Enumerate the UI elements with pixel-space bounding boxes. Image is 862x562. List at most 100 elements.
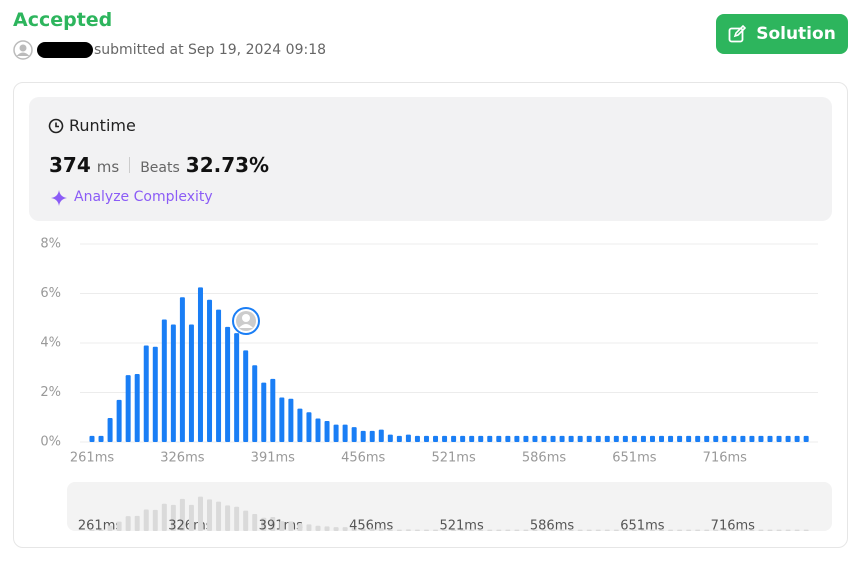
overview-bar [442, 529, 448, 531]
overview-bar [98, 529, 104, 531]
x-tick-label: 716ms [703, 451, 747, 466]
overview-bar [640, 529, 646, 531]
overview-bar [116, 521, 122, 531]
overview-bar [668, 529, 674, 531]
overview-bar [387, 529, 393, 531]
bar [595, 435, 601, 442]
bar [514, 435, 520, 442]
overview-bar [143, 509, 149, 531]
y-tick-label: 2% [40, 385, 61, 400]
overview-bar [179, 498, 185, 531]
overview-bar [794, 529, 800, 531]
overview-bar [550, 529, 556, 531]
runtime-unit: ms [96, 158, 120, 176]
bar [631, 435, 637, 442]
bar [188, 324, 194, 442]
overview-bar [369, 528, 375, 531]
overview-bar [577, 529, 583, 531]
bar [333, 424, 339, 442]
overview-bar [225, 505, 231, 531]
overview-bar [776, 529, 782, 531]
bar [89, 435, 95, 442]
bar [98, 435, 104, 442]
bar [161, 319, 167, 442]
overview-bar [423, 529, 429, 531]
y-tick-label: 4% [40, 336, 61, 351]
overview-bar [170, 504, 176, 531]
bar [442, 435, 448, 442]
solution-button[interactable]: Solution [716, 14, 848, 54]
bar [568, 435, 574, 442]
overview-bar [107, 525, 113, 531]
submitted: submitted at Sep 19, 2024 09:18 [94, 42, 327, 58]
analyze-link[interactable]: Analyze Complexity [74, 189, 213, 205]
runtime-label: Runtime [69, 116, 136, 135]
overview-bar [270, 516, 276, 531]
overview-bar [604, 529, 610, 531]
bar [197, 287, 203, 442]
bar [342, 424, 348, 442]
bar [234, 333, 240, 442]
bar [559, 435, 565, 442]
bar [387, 434, 393, 442]
overview-bar [89, 529, 95, 531]
bar [216, 309, 222, 442]
bar [803, 435, 809, 442]
bar [749, 435, 755, 442]
overview-bar [451, 529, 457, 531]
result-card [13, 82, 848, 548]
bar [252, 365, 258, 442]
bar [360, 430, 366, 442]
overview-bar [333, 527, 339, 531]
overview-bar [207, 499, 213, 531]
overview-bar [631, 529, 637, 531]
bar [369, 430, 375, 442]
overview-bar [785, 529, 791, 531]
bar [677, 435, 683, 442]
runtime-box [29, 97, 832, 221]
overview-bar [360, 528, 366, 531]
overview-bar [351, 527, 357, 531]
bar [622, 435, 628, 442]
user [13, 40, 93, 60]
bar [306, 412, 312, 442]
overview-bar [803, 529, 809, 531]
overview-bar [622, 529, 628, 531]
bar [143, 345, 149, 442]
overview-bar [595, 529, 601, 531]
bar [414, 435, 420, 442]
overview-bar [686, 529, 692, 531]
bar [487, 435, 493, 442]
bar [505, 435, 511, 442]
bar [469, 435, 475, 442]
bar [785, 435, 791, 442]
overview-bar [523, 529, 529, 531]
overview-bar [261, 517, 267, 531]
x-tick-label: 651ms [612, 451, 656, 466]
bar [378, 429, 384, 442]
overview-bar [279, 521, 285, 531]
x-tick-label: 391ms [251, 451, 295, 466]
overview-bar [414, 529, 420, 531]
beats-label: Beats [140, 160, 180, 176]
overview-bar [216, 501, 222, 531]
status: Accepted [13, 9, 113, 31]
y-tick-label: 0% [40, 435, 61, 450]
x-tick-label: 521ms [431, 451, 475, 466]
overview-tick-label: 261ms [78, 519, 122, 534]
overview-bar [505, 529, 511, 531]
overview-bar [749, 529, 755, 531]
bar [279, 397, 285, 442]
overview-bar [541, 529, 547, 531]
overview-bar [722, 529, 728, 531]
bar [107, 417, 113, 442]
overview-bar [740, 529, 746, 531]
bar [523, 435, 529, 442]
x-tick-label: 326ms [160, 451, 204, 466]
bar [794, 435, 800, 442]
overview-bar [514, 529, 520, 531]
bar [396, 435, 402, 442]
edit-icon [728, 25, 747, 43]
overview-bar [659, 529, 665, 531]
